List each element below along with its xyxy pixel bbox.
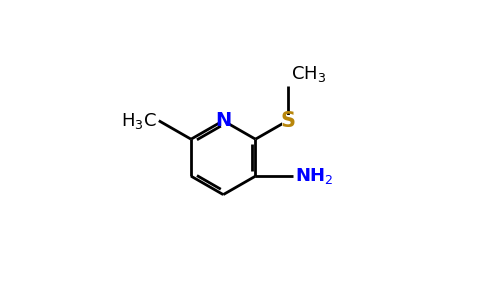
Text: S: S [280, 111, 295, 131]
Text: NH$_2$: NH$_2$ [295, 166, 333, 186]
Text: CH$_3$: CH$_3$ [291, 64, 326, 84]
Bar [218, 115, 228, 126]
Bar [282, 115, 293, 126]
Text: N: N [215, 111, 231, 130]
Text: H$_3$C: H$_3$C [121, 111, 156, 131]
